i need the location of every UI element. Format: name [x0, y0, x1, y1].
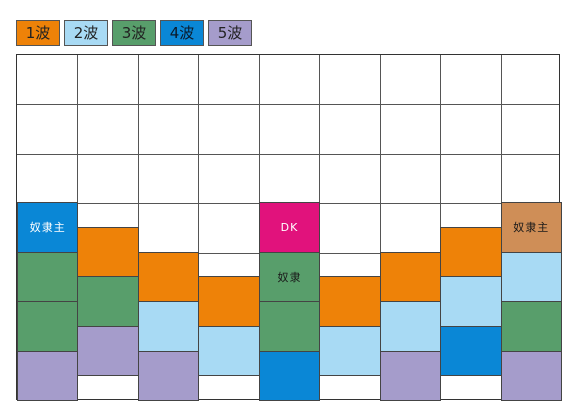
wave-block	[137, 251, 200, 303]
legend-item-3: 3波	[112, 20, 156, 46]
wave-block	[500, 301, 562, 352]
wave-block	[258, 301, 321, 352]
wave-block	[440, 276, 502, 327]
wave-block	[500, 251, 562, 303]
legend-item-2: 2波	[64, 20, 108, 46]
wave-block: DK	[258, 202, 321, 253]
wave-block: 奴隶	[258, 251, 321, 303]
wave-block	[440, 325, 502, 377]
wave-block	[77, 276, 139, 327]
grid-line-horizontal	[17, 153, 559, 155]
legend-item-4: 4波	[160, 20, 204, 46]
wave-block	[500, 350, 562, 401]
wave-block	[258, 350, 321, 401]
wave-block	[137, 350, 200, 401]
wave-block	[319, 325, 381, 377]
wave-block	[77, 227, 139, 278]
grid-diagram: 奴隶主 DK 奴隶 奴隶主	[16, 54, 562, 401]
wave-block	[440, 227, 502, 278]
wave-block	[379, 301, 442, 352]
wave-block	[198, 325, 260, 377]
wave-block	[77, 325, 139, 377]
grid-line-vertical	[198, 55, 200, 399]
wave-block	[137, 301, 200, 352]
legend-item-5: 5波	[208, 20, 252, 46]
wave-block	[17, 350, 79, 401]
wave-block	[17, 251, 79, 303]
wave-block	[17, 301, 79, 352]
wave-block	[379, 350, 442, 401]
wave-block	[379, 251, 442, 303]
wave-block	[319, 276, 381, 327]
wave-block	[198, 276, 260, 327]
grid-line-horizontal	[17, 104, 559, 106]
grid-line-vertical	[379, 55, 381, 399]
wave-block: 奴隶主	[500, 202, 562, 253]
wave-block: 奴隶主	[17, 202, 79, 253]
legend-item-1: 1波	[16, 20, 60, 46]
